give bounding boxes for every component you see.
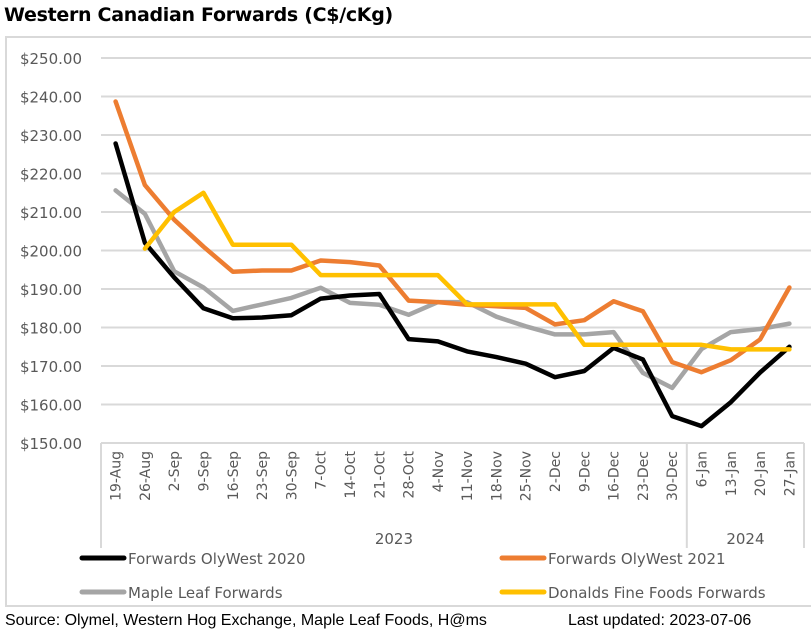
- legend: Forwards OlyWest 2020 Forwards OlyWest 20…: [79, 550, 766, 602]
- x-tick-label: 13-Jan: [724, 451, 740, 496]
- x-tick-label: 25-Nov: [519, 451, 535, 501]
- x-tick-label: 27-Jan: [782, 451, 798, 496]
- x-tick-label: 2-Dec: [548, 451, 564, 492]
- x-tick-label: 11-Nov: [460, 451, 476, 501]
- x-tick-label: 30-Dec: [665, 451, 681, 501]
- legend-item: Forwards OlyWest 2021: [499, 550, 726, 568]
- y-tick-label: $180.00: [20, 320, 82, 338]
- y-tick-label: $230.00: [20, 127, 82, 145]
- gridlines: [101, 57, 811, 406]
- y-tick-label: $200.00: [20, 243, 82, 261]
- x-tick-label: 26-Aug: [138, 451, 154, 501]
- y-tick-label: $220.00: [20, 166, 82, 184]
- x-tick-label: 23-Sep: [255, 451, 271, 500]
- legend-item: Donalds Fine Foods Forwards: [499, 584, 766, 602]
- x-tick-label: 7-Oct: [314, 450, 330, 489]
- x-tick-label: 21-Oct: [372, 450, 388, 498]
- x-axis: 19-Aug 26-Aug 2-Sep 9-Sep 16-Sep 23-Sep 30-Sep…: [100, 442, 805, 548]
- x-tick-label: 20-Jan: [753, 451, 769, 496]
- x-tick-label: 2-Sep: [167, 451, 183, 491]
- legend-item: Maple Leaf Forwards: [79, 584, 283, 602]
- source-note: Source: Olymel, Western Hog Exchange, Ma…: [5, 612, 487, 629]
- y-tick-label: $170.00: [20, 358, 82, 376]
- x-tick-label: 23-Dec: [636, 451, 652, 501]
- series-line-donalds-fine-foods-forwards: [142, 190, 792, 352]
- legend-label: Donalds Fine Foods Forwards: [548, 584, 766, 602]
- y-tick-label: $150.00: [20, 435, 82, 453]
- legend-item: Forwards OlyWest 2020: [79, 550, 306, 568]
- x-tick-label: 6-Jan: [694, 451, 710, 487]
- y-tick-label: $250.00: [20, 50, 82, 68]
- series-line-forwards-olywest-2020: [113, 141, 792, 429]
- y-tick-label: $240.00: [20, 89, 82, 107]
- legend-label: Forwards OlyWest 2021: [548, 550, 726, 568]
- y-tick-label: $190.00: [20, 281, 82, 299]
- last-updated: Last updated: 2023-07-06: [568, 612, 752, 629]
- x-tick-label: 18-Nov: [489, 451, 505, 501]
- legend-label: Forwards OlyWest 2020: [128, 550, 306, 568]
- x-tick-label: 9-Sep: [197, 451, 213, 491]
- chart-frame: [5, 36, 811, 607]
- series-line-forwards-olywest-2021: [113, 99, 792, 375]
- x-tick-label: 16-Dec: [607, 451, 623, 501]
- chart-title: Western Canadian Forwards (C$/cKg): [4, 4, 393, 26]
- x-tick-label: 30-Sep: [284, 451, 300, 500]
- legend-label: Maple Leaf Forwards: [128, 584, 283, 602]
- year-label: 2024: [726, 530, 764, 548]
- x-tick-label: 9-Dec: [577, 451, 593, 492]
- x-tick-label: 14-Oct: [343, 450, 359, 498]
- series-lines: [113, 99, 792, 429]
- x-tick-label: 19-Aug: [109, 451, 125, 501]
- x-tick-label: 28-Oct: [402, 450, 418, 498]
- y-tick-label: $210.00: [20, 204, 82, 222]
- y-axis-ticks: $150.00 $160.00 $170.00 $180.00 $190.00 $200.…: [20, 50, 82, 453]
- x-tick-label: 16-Sep: [226, 451, 242, 500]
- x-tick-label: 4-Nov: [431, 451, 447, 492]
- year-label: 2023: [375, 530, 413, 548]
- y-tick-label: $160.00: [20, 397, 82, 415]
